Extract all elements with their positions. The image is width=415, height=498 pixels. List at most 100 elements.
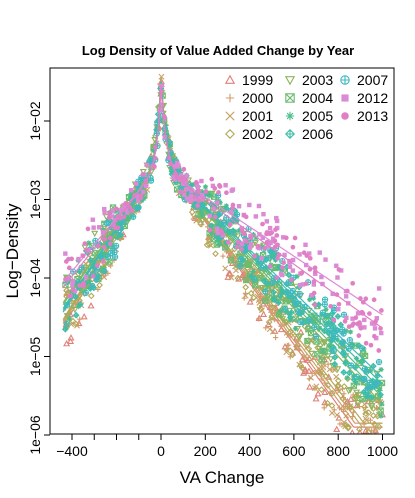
data-point-2004	[315, 352, 320, 357]
data-point-2005	[293, 326, 298, 331]
data-point-2013	[354, 315, 359, 320]
data-point-2013	[273, 227, 278, 232]
data-point-2013	[81, 254, 86, 259]
data-point-2007	[341, 350, 346, 355]
data-point-2007	[362, 376, 367, 381]
data-point-2013	[236, 239, 241, 244]
data-point-2013	[268, 264, 273, 269]
data-point-2013	[228, 222, 233, 227]
data-point-2013	[83, 241, 88, 246]
data-point-2012	[102, 210, 106, 214]
data-point-2007	[314, 334, 319, 339]
data-point-2007	[376, 359, 381, 364]
data-point-2013	[209, 177, 214, 182]
data-point-2007	[114, 243, 119, 248]
data-point-2013	[357, 320, 362, 325]
data-point-2013	[252, 254, 257, 259]
legend-label-2000: 2000	[242, 90, 273, 106]
data-point-2013	[373, 319, 378, 324]
data-point-2013	[378, 326, 383, 331]
data-point-2012	[84, 275, 88, 279]
data-point-2013	[208, 228, 213, 233]
data-point-2007	[322, 302, 327, 307]
data-point-2012	[76, 257, 80, 261]
data-point-2007	[199, 203, 204, 208]
data-point-2013	[372, 297, 377, 302]
data-point-2012	[229, 210, 233, 214]
data-point-2007	[302, 304, 307, 309]
data-point-1999	[306, 369, 311, 374]
data-point-2012	[268, 226, 272, 230]
data-point-2007	[90, 283, 95, 288]
x-axis-label: VA Change	[180, 468, 265, 487]
data-point-2007	[266, 256, 271, 261]
data-point-2007	[295, 309, 300, 314]
data-point-2013	[328, 304, 333, 309]
data-point-2013	[108, 241, 113, 246]
data-point-2013	[343, 319, 348, 324]
data-point-2013	[86, 227, 91, 232]
data-point-2007	[360, 346, 365, 351]
data-point-2012	[319, 275, 323, 279]
data-point-2007	[148, 178, 153, 183]
data-point-2012	[344, 294, 348, 298]
data-point-2013	[280, 265, 285, 270]
data-point-2007	[238, 263, 243, 268]
data-point-2013	[193, 195, 198, 200]
data-point-2013	[101, 259, 106, 264]
data-point-2000	[297, 348, 302, 353]
data-point-2007	[102, 269, 107, 274]
data-point-2013	[372, 334, 377, 339]
data-point-2013	[350, 281, 355, 286]
data-point-2002	[243, 285, 248, 290]
data-point-2012	[125, 210, 129, 214]
data-point-2013	[81, 281, 86, 286]
data-point-2012	[175, 164, 179, 168]
legend-marker-2005	[286, 112, 294, 120]
data-point-1999	[301, 370, 306, 375]
data-point-2013	[256, 244, 261, 249]
data-point-2013	[313, 265, 318, 270]
data-point-2013	[308, 267, 313, 272]
data-point-2007	[98, 254, 103, 259]
data-point-2012	[288, 265, 292, 269]
data-point-2012	[379, 331, 383, 335]
data-point-2013	[108, 236, 113, 241]
data-point-2013	[107, 211, 112, 216]
data-point-2013	[274, 233, 279, 238]
data-point-2013	[114, 206, 119, 211]
data-point-2007	[94, 267, 99, 272]
data-point-2007	[306, 317, 311, 322]
y-axis-label: Log−Density	[3, 203, 22, 298]
data-point-2007	[135, 206, 140, 211]
data-point-1999	[307, 384, 312, 389]
data-point-2013	[347, 324, 352, 329]
data-point-2013	[335, 292, 340, 297]
data-point-1999	[313, 396, 318, 401]
x-tick-label: 200	[194, 443, 218, 459]
data-point-2013	[351, 321, 356, 326]
data-point-2007	[348, 363, 353, 368]
legend: 1999200020012002200320042005200620072012…	[226, 72, 389, 142]
legend-marker-2001	[226, 112, 234, 120]
legend-item-2002: 2002	[226, 126, 274, 142]
data-point-2013	[304, 281, 309, 286]
data-point-2013	[180, 175, 185, 180]
data-point-2013	[299, 271, 304, 276]
data-point-1999	[334, 427, 339, 432]
data-point-2012	[297, 252, 301, 256]
x-tick-label: 600	[282, 443, 306, 459]
data-point-2013	[248, 235, 253, 240]
data-point-2012	[247, 203, 251, 207]
data-point-2013	[312, 291, 317, 296]
data-point-2012	[259, 256, 263, 260]
data-point-2007	[333, 334, 338, 339]
x-axis: −400 0 200 400 600 800 1000	[56, 434, 398, 459]
data-point-2013	[153, 156, 158, 161]
data-point-2005	[379, 401, 384, 406]
data-point-2013	[195, 203, 200, 208]
data-point-2013	[275, 242, 280, 247]
data-point-2006	[74, 313, 79, 318]
data-point-2013	[143, 178, 148, 183]
data-point-2013	[226, 240, 231, 245]
